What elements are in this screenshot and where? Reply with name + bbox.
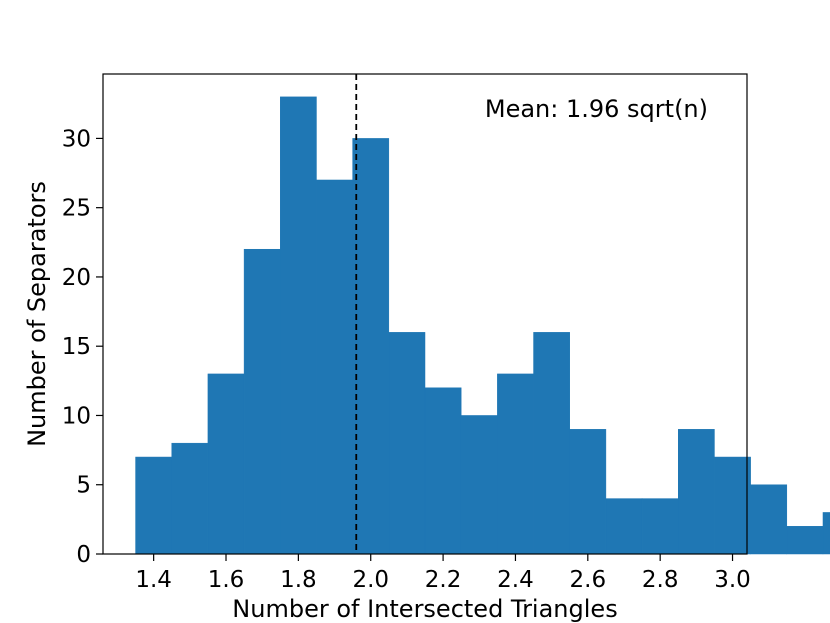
histogram-bar xyxy=(316,179,353,555)
histogram-bar xyxy=(678,429,715,555)
histogram-bars xyxy=(135,96,830,555)
x-tick-label: 2.4 xyxy=(497,567,534,593)
x-axis-label: Number of Intersected Triangles xyxy=(232,595,617,623)
histogram-bar xyxy=(207,373,245,555)
histogram-bar xyxy=(533,332,570,555)
histogram-bar xyxy=(822,512,830,555)
y-axis-label: Number of Separators xyxy=(23,181,51,447)
y-tick-label: 15 xyxy=(62,334,91,360)
x-tick-label: 2.8 xyxy=(642,567,679,593)
histogram-bar xyxy=(243,248,281,555)
x-tick-label: 2.6 xyxy=(570,567,607,593)
histogram-bar xyxy=(605,498,643,555)
y-axis-ticks: 0 5 10 15 20 25 30 xyxy=(62,126,103,568)
y-tick-label: 25 xyxy=(62,196,91,222)
histogram-bar xyxy=(460,415,498,555)
histogram-bar xyxy=(497,373,534,555)
histogram-bar xyxy=(352,138,390,555)
y-tick-label: 10 xyxy=(62,403,91,429)
plot-area-frame xyxy=(102,73,748,555)
x-tick-label: 2.2 xyxy=(425,567,462,593)
histogram-bar xyxy=(750,484,788,555)
x-tick-label: 3.0 xyxy=(714,567,751,593)
histogram-bar xyxy=(641,498,679,555)
x-tick-label: 1.8 xyxy=(280,567,317,593)
x-axis-ticks: 1.4 1.6 1.8 2.0 2.2 2.4 2.6 2.8 3.0 xyxy=(135,554,751,593)
histogram-bar xyxy=(569,429,607,555)
histogram-bar xyxy=(424,387,462,555)
y-tick-label: 5 xyxy=(76,473,91,499)
x-tick-label: 1.4 xyxy=(135,567,172,593)
histogram-bar xyxy=(280,96,317,555)
x-tick-label: 2.0 xyxy=(352,567,389,593)
mean-annotation: Mean: 1.96 sqrt(n) xyxy=(485,95,708,123)
x-tick-label: 1.6 xyxy=(208,567,245,593)
y-tick-label: 0 xyxy=(76,542,91,568)
histogram-bar xyxy=(135,456,172,555)
histogram-bar xyxy=(786,526,824,555)
y-tick-label: 20 xyxy=(62,265,91,291)
histogram-bar xyxy=(171,442,209,555)
histogram-bar xyxy=(388,332,426,555)
histogram-bar xyxy=(714,456,751,555)
y-tick-label: 30 xyxy=(62,126,91,152)
